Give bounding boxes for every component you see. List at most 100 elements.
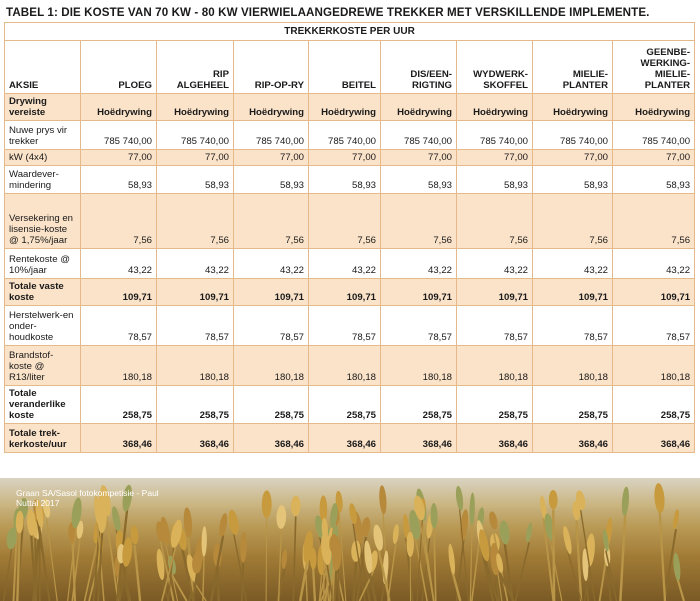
table-cell: 785 740,00	[233, 120, 309, 150]
row-label: kW (4x4)	[4, 149, 81, 166]
wheat-head	[122, 484, 133, 512]
wheat-head	[548, 489, 558, 510]
wheat-stalk	[606, 565, 612, 601]
row-label: Totale trek-kerkoste/uur	[4, 423, 81, 453]
wheat-head	[192, 552, 202, 574]
table-row: Totale veranderlike koste 258,75 258,75 258…	[4, 385, 696, 424]
table-cell: 7,56	[380, 193, 457, 249]
table-cell: 180,18	[456, 345, 533, 386]
table-cell: 109,71	[80, 278, 157, 306]
wheat-head	[76, 520, 84, 539]
wheat-stalk	[161, 543, 178, 601]
table-cell: 109,71	[308, 278, 381, 306]
table-cell: 43,22	[611, 248, 696, 279]
table-cell: 785 740,00	[308, 120, 381, 150]
table-cell: 77,00	[532, 149, 613, 166]
wheat-stalk	[118, 561, 129, 601]
wheat-head	[455, 485, 464, 511]
wheat-head	[228, 509, 239, 536]
wheat-head	[156, 548, 165, 581]
wheat-head	[540, 495, 547, 520]
table-row: Herstelwerk-en onder-houdkoste 78,57 78,57…	[4, 305, 696, 346]
table-cell: 43,22	[380, 248, 457, 279]
table-cell: 785 740,00	[456, 120, 533, 150]
wheat-illustration	[0, 478, 700, 601]
table-cell: 368,46	[80, 423, 157, 453]
wheat-stalk	[498, 572, 515, 601]
row-label: Versekering en lisensie-koste @ 1,75%/ja…	[4, 193, 81, 249]
table-cell: Hoëdrywing	[233, 93, 309, 121]
wheat-stalk	[312, 568, 317, 601]
column-header: WYDWERK-SKOFFEL	[456, 40, 533, 94]
wheat-head	[544, 513, 555, 541]
wheat-head	[112, 506, 121, 533]
table-cell: 785 740,00	[611, 120, 696, 150]
table-cell: 785 740,00	[156, 120, 234, 150]
table-cell: 109,71	[532, 278, 613, 306]
wheat-head	[403, 513, 410, 540]
wheat-stalk	[209, 534, 225, 601]
column-header: AKSIE	[4, 40, 81, 94]
wheat-head	[575, 490, 586, 510]
table-cell: 43,22	[80, 248, 157, 279]
wheat-head	[654, 483, 665, 514]
wheat-head	[672, 509, 679, 530]
wheat-stalk	[658, 508, 667, 601]
wheat-head	[261, 490, 272, 519]
wheat-stalk	[171, 574, 188, 601]
wheat-head	[170, 519, 183, 548]
table-cell: 78,57	[233, 305, 309, 346]
table-cell: 78,57	[156, 305, 234, 346]
wheat-stalk	[418, 517, 435, 601]
row-label: Drywing vereiste	[4, 93, 81, 121]
table-cell: 258,75	[532, 385, 613, 424]
table-cell: 78,57	[80, 305, 157, 346]
wheat-stalk	[29, 532, 37, 601]
table-cell: 368,46	[308, 423, 381, 453]
table-cell: 368,46	[456, 423, 533, 453]
wheat-head	[364, 540, 373, 574]
table-cell: 258,75	[308, 385, 381, 424]
wheat-stalk	[97, 528, 104, 601]
wheat-head	[602, 529, 609, 552]
column-header: BEITEL	[308, 40, 381, 94]
table-cell: Hoëdrywing	[308, 93, 381, 121]
row-label: Herstelwerk-en onder-houdkoste	[4, 305, 81, 346]
table-cell: 43,22	[156, 248, 234, 279]
table-cell: 78,57	[611, 305, 696, 346]
wheat-head	[26, 509, 36, 536]
column-header: GEENBE-WERKING-MIELIE-PLANTER	[611, 40, 696, 94]
table-cell: 58,93	[456, 165, 533, 194]
row-label: Waardever-mindering	[4, 165, 81, 194]
wheat-head	[240, 531, 247, 563]
row-label: Totale veranderlike koste	[4, 385, 81, 424]
wheat-head	[43, 498, 51, 518]
wheat-stalk	[118, 563, 122, 601]
wheat-head	[349, 503, 357, 525]
row-label: Brandstof-koste @ R13/liter	[4, 345, 81, 386]
wheat-head	[448, 543, 456, 575]
column-header: RIP-OP-RY	[233, 40, 309, 94]
wheat-stalk	[36, 519, 51, 601]
wheat-head	[156, 521, 166, 543]
column-header: DIS/EEN-RIGTING	[380, 40, 457, 94]
wheat-head	[430, 503, 438, 529]
wheat-stalk	[542, 517, 555, 601]
table-cell: 368,46	[532, 423, 613, 453]
table-cell: 7,56	[308, 193, 381, 249]
wheat-stalk	[548, 536, 563, 601]
wheat-stalk	[469, 519, 473, 601]
wheat-head	[409, 510, 421, 540]
table-row: Rentekoste @ 10%/jaar 43,22 43,22 43,22 43,2…	[4, 248, 696, 279]
table-cell: 7,56	[611, 193, 696, 249]
table-cell: 368,46	[233, 423, 309, 453]
table-title: TABEL 1: DIE KOSTE VAN 70 KW - 80 KW VIE…	[6, 6, 650, 19]
table-cell: 43,22	[532, 248, 613, 279]
table-row: Drywing vereiste Hoëdrywing Hoëdrywing Hoëd…	[4, 93, 696, 121]
table-cell: 368,46	[156, 423, 234, 453]
wheat-stalk	[352, 561, 358, 601]
wheat-stalk	[352, 523, 366, 601]
table-cell: 785 740,00	[380, 120, 457, 150]
wheat-stalk	[483, 554, 499, 601]
band-row: TREKKERKOSTE PER UUR	[3, 22, 696, 41]
